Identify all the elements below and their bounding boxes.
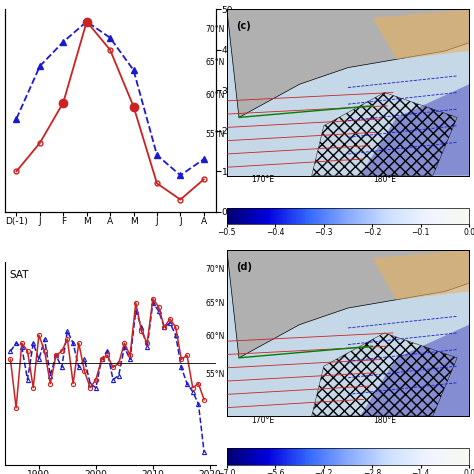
Text: 70°N: 70°N xyxy=(205,25,224,34)
Text: 55°N: 55°N xyxy=(205,129,224,138)
Text: 70°N: 70°N xyxy=(205,265,224,274)
Polygon shape xyxy=(360,84,469,175)
Text: 170°E: 170°E xyxy=(252,175,275,184)
Text: 180°E: 180°E xyxy=(373,175,396,184)
Text: 60°N: 60°N xyxy=(205,91,224,100)
Polygon shape xyxy=(372,9,469,59)
Text: 170°E: 170°E xyxy=(252,416,275,425)
Polygon shape xyxy=(227,9,469,118)
Text: (d): (d) xyxy=(237,262,253,272)
Text: 65°N: 65°N xyxy=(205,299,224,308)
Y-axis label: BSIC clm: BSIC clm xyxy=(238,91,247,130)
Text: 55°N: 55°N xyxy=(205,370,224,379)
Polygon shape xyxy=(360,325,469,416)
Text: 60°N: 60°N xyxy=(205,332,224,341)
Text: SAT: SAT xyxy=(9,270,28,280)
Text: 180°E: 180°E xyxy=(373,416,396,425)
Text: 65°N: 65°N xyxy=(205,58,224,67)
Text: (c): (c) xyxy=(237,21,251,31)
Polygon shape xyxy=(372,250,469,300)
Polygon shape xyxy=(227,250,469,358)
